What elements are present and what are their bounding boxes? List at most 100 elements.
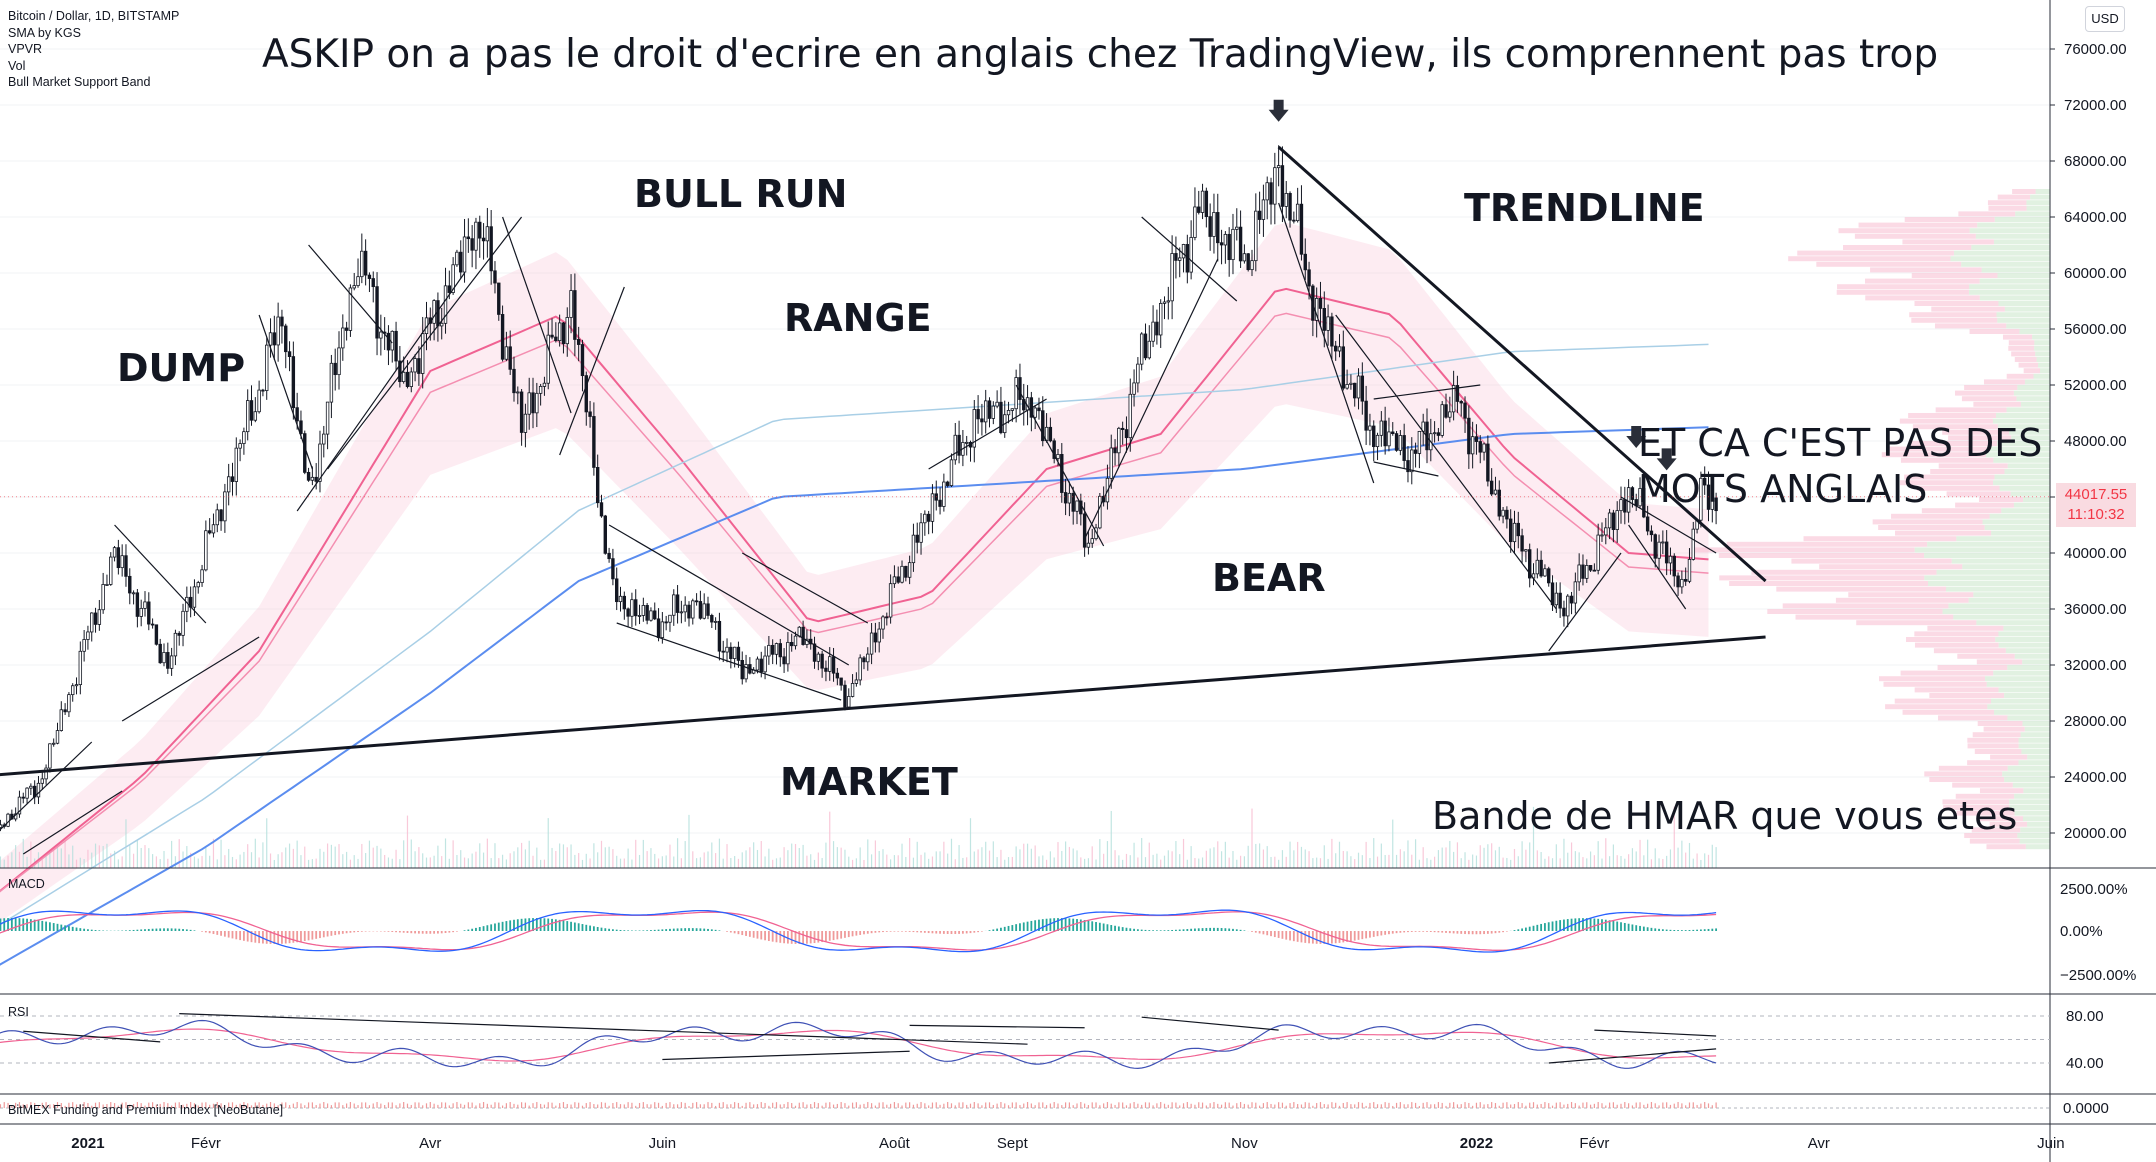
arrow-down-icon[interactable] [1656, 448, 1677, 471]
macd-histogram-bar [1578, 918, 1581, 931]
volume-bar [30, 841, 32, 868]
volume-bar [1201, 857, 1204, 868]
bitmex-bar [395, 1105, 397, 1108]
currency-badge[interactable]: USD [2085, 6, 2125, 32]
drawn-channel-line[interactable] [1620, 496, 1717, 554]
drawn-channel-line[interactable] [1548, 552, 1622, 652]
candle-body [131, 592, 136, 595]
volume-bar [98, 845, 100, 868]
bitmex-bar [429, 1102, 431, 1108]
volume-bar [349, 859, 352, 868]
vpvr-bar-green [2023, 788, 2050, 794]
macd-histogram-bar [558, 919, 561, 931]
volume-bar [18, 851, 21, 868]
legend-indicator-sma[interactable]: SMA by KGS [8, 25, 81, 40]
volume-bar [741, 852, 743, 868]
drawn-channel-line[interactable] [121, 636, 260, 722]
drawn-channel-line[interactable] [308, 244, 393, 344]
macd-histogram-bar [338, 931, 340, 935]
drawn-channel-line[interactable] [928, 398, 1047, 470]
drawn-channel-line[interactable] [502, 216, 572, 414]
candle-body [1155, 321, 1159, 336]
volume-bar [231, 856, 234, 868]
drawn-channel-line[interactable] [296, 272, 466, 512]
rsi-trendline[interactable] [23, 1030, 161, 1043]
drawn-channel-line[interactable] [1373, 461, 1439, 477]
drawn-channel-line[interactable] [327, 216, 523, 470]
drawn-channel-line[interactable] [741, 552, 869, 624]
drawn-channel-line[interactable] [114, 524, 207, 624]
bitmex-bar [30, 1102, 32, 1108]
arrow-down-icon[interactable] [1626, 426, 1647, 448]
drawn-channel-line[interactable] [608, 524, 850, 666]
drawn-channel-line[interactable] [1084, 258, 1219, 540]
volume-bar [1266, 846, 1268, 868]
drawn-channel-line[interactable] [559, 286, 625, 456]
vpvr-bar-green [2004, 777, 2050, 782]
arrow-down-icon[interactable] [1268, 99, 1289, 122]
candle-body [691, 600, 695, 619]
macd-histogram-bar [1703, 929, 1706, 931]
drawn-channel-line[interactable] [258, 314, 313, 470]
drawn-channel-line[interactable] [1278, 202, 1375, 484]
macd-histogram-bar [1608, 920, 1611, 931]
drawn-channel-line[interactable] [616, 622, 842, 701]
time-axis[interactable]: 2021 Févr Avr Juin Août Sept Nov 2022 Févr Avr Jui… [71, 1135, 2064, 1152]
rsi-trendline[interactable] [662, 1050, 910, 1061]
volume-bar [1456, 842, 1459, 868]
drawn-channel-line[interactable] [1015, 384, 1105, 547]
drawn-channel-line[interactable] [1335, 314, 1557, 610]
macd-histogram-bar [1563, 919, 1565, 931]
rsi-trendline[interactable] [909, 1024, 1085, 1029]
legend-indicator-vpvr[interactable]: VPVR [8, 42, 43, 56]
volume-bar [1300, 846, 1303, 868]
legend-indicator-vol[interactable]: Vol [8, 58, 26, 73]
macd-pane-title[interactable]: MACD [8, 877, 45, 891]
volume-bar [779, 857, 781, 868]
macd-histogram-bar [1707, 928, 1710, 931]
drawn-channel-line[interactable] [22, 790, 123, 855]
bitmex-bar [1319, 1102, 1322, 1108]
macd-histogram-bar [1665, 929, 1668, 931]
drawn-channel-line[interactable] [0, 741, 93, 833]
candle-body [763, 655, 767, 673]
candle-body [660, 621, 665, 638]
rsi-trendline[interactable] [1141, 1016, 1279, 1031]
bitmex-bar [11, 1105, 13, 1108]
legend-indicator-bull-band[interactable]: Bull Market Support Band [8, 75, 151, 89]
volume-bar [1000, 849, 1002, 868]
macd-histogram-bar [417, 931, 420, 934]
time-tick-label: Nov [1231, 1135, 1258, 1152]
rsi-trendline[interactable] [179, 1013, 1028, 1045]
legend-symbol[interactable]: Bitcoin / Dollar, 1D, BITSTAMP [8, 9, 180, 23]
macd-histogram-bar [1559, 920, 1562, 931]
rsi-trendline[interactable] [1548, 1048, 1717, 1064]
candle-body [82, 639, 86, 652]
bitmex-pane-title[interactable]: BitMEX Funding and Premium Index [NeoBut… [8, 1103, 284, 1117]
candle-body [493, 270, 497, 284]
candle-body [740, 659, 744, 680]
bitmex-bar [540, 1103, 542, 1108]
drawn-channel-line[interactable] [1141, 216, 1238, 302]
bitmex-bar [532, 1103, 534, 1108]
price-tick-label: 72000.00 [2064, 97, 2127, 114]
macd-histogram-bar [851, 931, 854, 937]
rsi-trendline[interactable] [1594, 1029, 1717, 1037]
candle-body [557, 322, 562, 342]
volume-bar [422, 853, 424, 868]
trendline-resistance[interactable] [1277, 145, 1767, 583]
drawn-channel-line[interactable] [1373, 384, 1481, 400]
vpvr-bar-green [1993, 457, 2050, 463]
macd-histogram-bar [513, 919, 515, 931]
bitmex-bar [1274, 1104, 1276, 1108]
drawn-channel-line[interactable] [1628, 524, 1687, 610]
macd-histogram-bar [1060, 918, 1063, 931]
bitmex-bar [467, 1102, 469, 1108]
trendline-support[interactable] [0, 635, 1766, 777]
macd-histogram-bar [961, 931, 964, 934]
candle-body [284, 325, 288, 353]
bitmex-bar [950, 1103, 953, 1108]
bitmex-bar [1567, 1103, 1569, 1108]
rsi-pane-title[interactable]: RSI [8, 1005, 29, 1019]
